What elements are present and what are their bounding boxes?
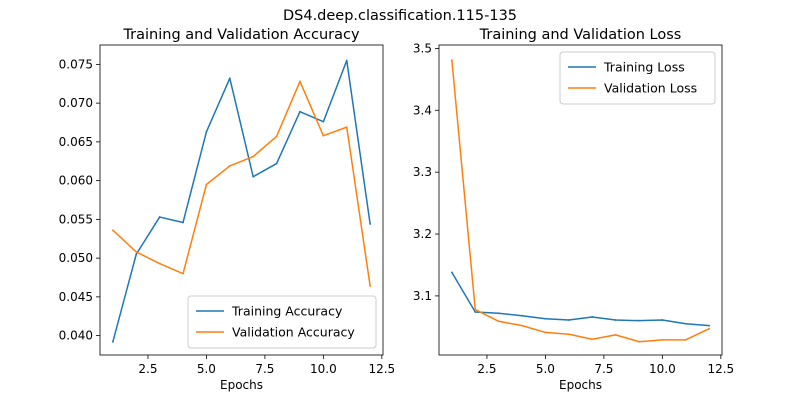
legend: Training Loss Validation Loss <box>559 51 716 105</box>
legend-box <box>559 51 716 105</box>
data-point <box>684 322 687 325</box>
data-point <box>521 314 523 317</box>
legend-label: Training Loss <box>603 60 685 75</box>
x-axis-label: Epochs <box>559 378 602 392</box>
data-point <box>182 272 184 275</box>
data-point <box>299 80 301 83</box>
data-point <box>544 317 547 320</box>
data-point <box>322 120 325 123</box>
data-point <box>474 311 477 313</box>
data-point <box>369 285 372 287</box>
data-point <box>450 271 453 274</box>
x-tick-label: 10.0 <box>649 362 676 376</box>
chart-title: Training and Validation Accuracy <box>122 27 360 43</box>
data-point <box>135 253 138 256</box>
y-tick-label: 0.075 <box>59 57 93 71</box>
y-tick-label: 0.065 <box>59 135 93 149</box>
data-point <box>205 130 208 133</box>
data-point <box>135 251 138 253</box>
data-point <box>158 216 161 218</box>
data-point <box>591 316 594 318</box>
data-point <box>544 331 547 334</box>
series-line <box>451 272 710 327</box>
axes-frame <box>99 44 384 356</box>
data-point <box>591 338 594 341</box>
data-point <box>299 110 301 113</box>
series-line <box>112 80 371 287</box>
y-tick-label: 3.5 <box>413 41 432 55</box>
data-point <box>614 333 617 336</box>
y-tick-label: 3.3 <box>413 165 432 179</box>
data-point <box>345 126 348 129</box>
x-tick-label: 2.5 <box>138 362 157 376</box>
data-point <box>228 77 231 80</box>
x-tick-label: 12.5 <box>707 362 734 376</box>
data-point <box>369 223 372 225</box>
figure-suptitle: DS4.deep.classification.115-135 <box>283 8 517 24</box>
data-point <box>684 338 687 341</box>
legend-label: Validation Accuracy <box>232 325 355 340</box>
axes-frame <box>438 44 723 356</box>
data-point <box>111 340 114 343</box>
data-point <box>252 175 255 178</box>
data-point <box>228 165 231 167</box>
data-point <box>205 183 208 186</box>
x-tick-label: 12.5 <box>368 362 395 376</box>
y-tick-label: 0.055 <box>59 212 93 226</box>
series-line <box>451 60 710 343</box>
y-tick-label: 0.070 <box>59 96 93 110</box>
loss-chart: Training and Validation Loss 2.5 5.0 7.5 10.… <box>413 27 734 392</box>
legend-box <box>187 295 377 349</box>
y-tick-label: 0.040 <box>59 329 93 343</box>
data-point <box>497 320 500 323</box>
data-point <box>450 59 453 62</box>
legend-label: Validation Loss <box>604 81 697 96</box>
x-tick-label: 5.0 <box>536 362 555 376</box>
data-point <box>708 324 711 327</box>
data-point <box>474 308 477 311</box>
x-tick-label: 7.5 <box>594 362 613 376</box>
data-point <box>497 312 500 315</box>
x-tick-label: 10.0 <box>310 362 337 376</box>
data-point <box>345 59 348 62</box>
y-tick-label: 3.4 <box>413 103 432 117</box>
y-tick-label: 3.1 <box>413 289 432 303</box>
y-tick-label: 0.050 <box>59 251 93 265</box>
x-tick-label: 2.5 <box>477 362 496 376</box>
data-point <box>322 134 325 137</box>
data-point <box>252 155 255 158</box>
data-point <box>275 162 278 165</box>
data-point <box>567 333 570 336</box>
data-point <box>521 324 523 327</box>
data-point <box>638 319 640 322</box>
y-tick-label: 0.060 <box>59 174 93 188</box>
y-tick-label: 3.2 <box>413 227 432 241</box>
legend: Training Accuracy Validation Accuracy <box>187 295 377 349</box>
chart-title: Training and Validation Loss <box>479 27 682 43</box>
data-point <box>182 221 184 224</box>
x-tick-label: 7.5 <box>255 362 274 376</box>
x-axis-label: Epochs <box>220 378 263 392</box>
accuracy-chart: Training and Validation Accuracy 2.5 5.0 7.… <box>59 27 396 392</box>
data-point <box>708 327 711 330</box>
y-tick-label: 0.045 <box>59 290 93 304</box>
series-line <box>112 59 371 343</box>
data-point <box>614 319 617 321</box>
data-point <box>158 262 161 265</box>
data-point <box>638 340 640 343</box>
data-point <box>661 319 664 321</box>
data-point <box>111 229 114 232</box>
data-point <box>275 135 278 138</box>
data-point <box>567 319 570 321</box>
data-point <box>661 338 664 341</box>
legend-label: Training Accuracy <box>231 304 343 319</box>
x-tick-label: 5.0 <box>197 362 216 376</box>
